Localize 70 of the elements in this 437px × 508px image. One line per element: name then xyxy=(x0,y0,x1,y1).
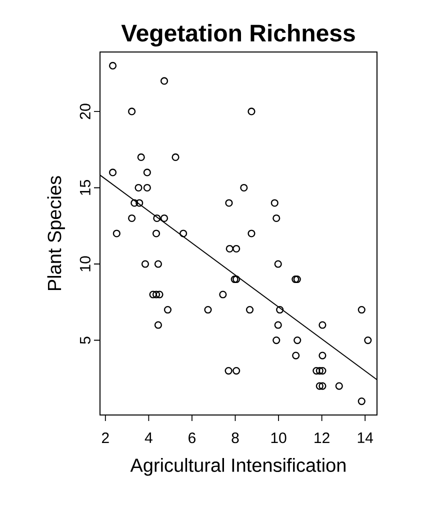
point xyxy=(152,230,160,238)
point xyxy=(149,290,157,298)
point xyxy=(316,366,324,375)
point xyxy=(160,77,168,85)
point xyxy=(112,230,120,238)
point xyxy=(128,214,136,222)
point xyxy=(230,275,238,284)
x-tick-label: 12 xyxy=(314,432,330,444)
point xyxy=(248,108,256,116)
x-tick-label: 6 xyxy=(188,432,196,444)
point xyxy=(154,260,162,268)
point xyxy=(274,321,282,329)
point xyxy=(225,199,233,207)
x-tick-label: 4 xyxy=(144,432,152,443)
point xyxy=(204,306,212,314)
point xyxy=(312,366,320,375)
point xyxy=(160,214,168,222)
point xyxy=(137,153,145,162)
point xyxy=(294,336,302,344)
point xyxy=(152,290,160,298)
point xyxy=(292,352,300,360)
point xyxy=(164,306,172,314)
y-tick-label: 20 xyxy=(80,104,90,120)
point xyxy=(232,244,240,253)
point xyxy=(153,214,161,222)
point xyxy=(274,260,282,268)
x-tick-label: 2 xyxy=(102,432,109,444)
point xyxy=(270,199,278,207)
point xyxy=(318,366,326,375)
point xyxy=(232,366,240,375)
point xyxy=(143,184,151,192)
point xyxy=(134,184,142,192)
point xyxy=(246,306,254,314)
point xyxy=(248,230,256,238)
point xyxy=(108,62,117,70)
point xyxy=(219,290,227,298)
point xyxy=(128,108,136,116)
point xyxy=(316,382,324,390)
point xyxy=(154,321,162,329)
point xyxy=(226,244,234,253)
point xyxy=(240,184,248,192)
point xyxy=(318,382,326,390)
point xyxy=(143,168,151,176)
point xyxy=(224,366,232,375)
x-tick-label: 14 xyxy=(358,432,373,443)
point xyxy=(180,230,188,238)
point xyxy=(364,336,372,344)
point xyxy=(335,382,343,390)
x-tick-label: 8 xyxy=(232,432,239,444)
point xyxy=(276,306,284,314)
x-tick-label: 10 xyxy=(271,432,286,444)
point xyxy=(108,168,117,176)
point xyxy=(156,290,164,298)
point xyxy=(232,275,240,284)
chart-title: Vegetation Richness xyxy=(121,24,355,46)
y-axis-title: Plant Species xyxy=(47,176,65,290)
y-tick-label: 15 xyxy=(80,180,90,195)
x-axis-title: Agricultural Intensification xyxy=(130,458,346,476)
point xyxy=(272,336,280,344)
point xyxy=(358,397,366,406)
point xyxy=(358,306,366,314)
point xyxy=(272,214,280,222)
point xyxy=(141,260,150,268)
point xyxy=(136,199,144,207)
y-tick-label: 5 xyxy=(80,336,90,344)
point xyxy=(172,153,180,162)
point xyxy=(130,199,138,207)
y-tick-label: 10 xyxy=(80,256,90,272)
point xyxy=(318,321,326,329)
point xyxy=(318,352,326,360)
